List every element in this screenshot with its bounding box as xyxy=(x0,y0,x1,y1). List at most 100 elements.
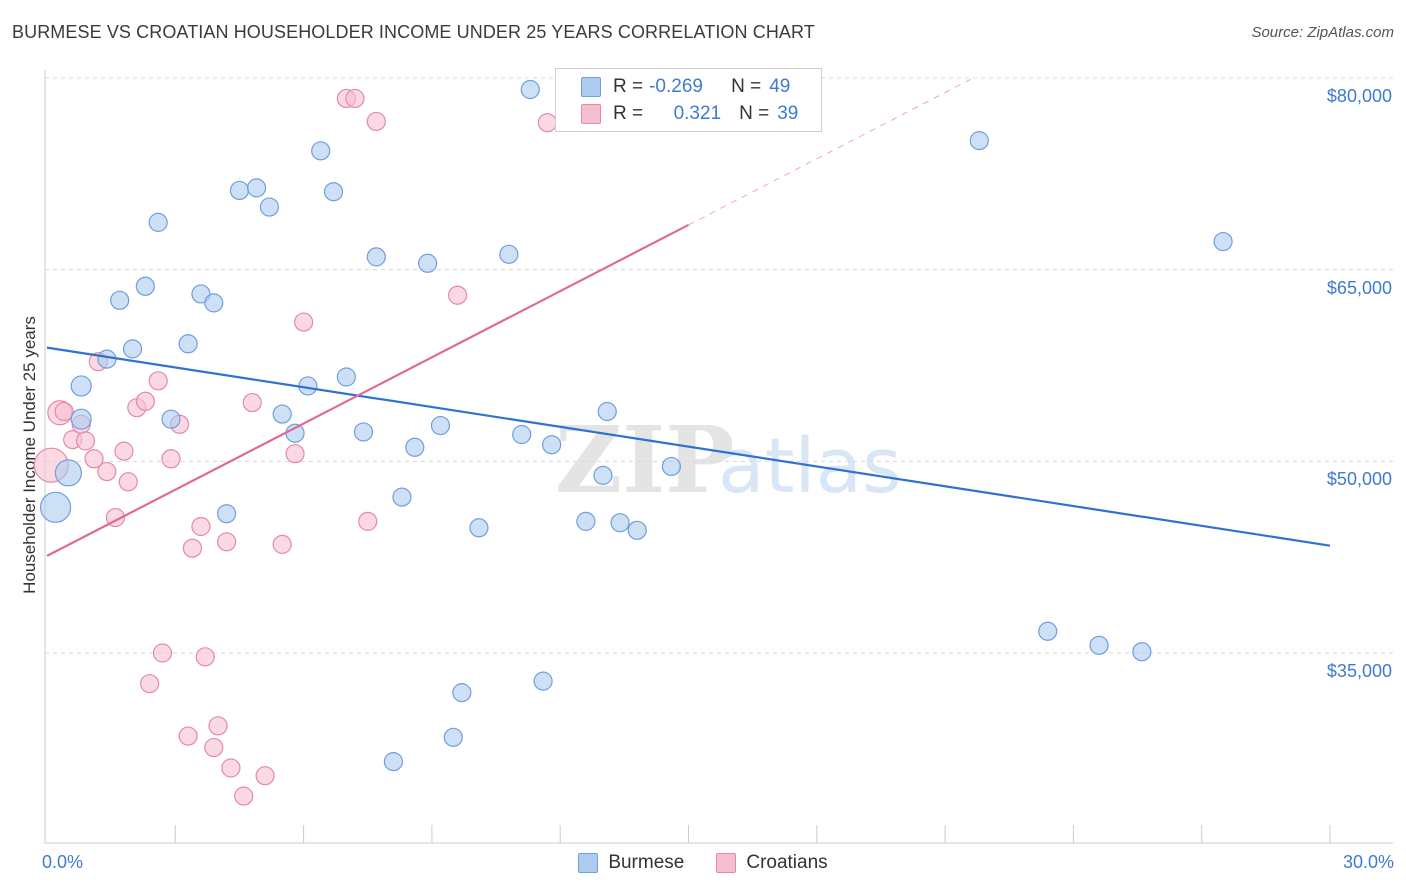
burmese-point xyxy=(70,375,92,397)
burmese-point xyxy=(469,518,489,538)
croatians-point xyxy=(114,441,134,461)
legend-croatians-r: 0.321 xyxy=(673,103,722,124)
croatians-point xyxy=(537,113,557,133)
series-name-burmese: Burmese xyxy=(608,852,685,873)
burmese-point xyxy=(178,334,198,354)
burmese-point xyxy=(392,487,412,507)
legend-row-burmese: R = -0.269 N = 49 xyxy=(581,75,790,99)
croatians-point xyxy=(97,461,117,482)
croatians-points xyxy=(33,88,557,806)
legend-row-croatians: R = 0.321 N = 39 xyxy=(581,102,798,126)
croatians-point xyxy=(118,472,138,492)
grid-lines xyxy=(45,77,1393,654)
legend-r-label: R = xyxy=(613,103,644,124)
croatians-point xyxy=(255,766,275,786)
croatians-point xyxy=(161,449,181,469)
burmese-point xyxy=(443,727,463,747)
burmese-point xyxy=(70,408,92,430)
stats-legend: R = -0.269 N = 49 R = 0.321 N = 39 xyxy=(555,68,822,132)
x-tick-max: 30.0% xyxy=(1342,852,1394,872)
burmese-point xyxy=(499,244,519,264)
y-tick-label: $65,000 xyxy=(1326,277,1392,298)
croatians-point xyxy=(178,726,198,746)
burmese-point xyxy=(405,437,425,457)
burmese-point xyxy=(627,520,647,540)
series-legend-burmese: Burmese xyxy=(578,852,684,874)
croatians-trend-line xyxy=(46,223,690,557)
y-tick-label: $50,000 xyxy=(1326,469,1392,490)
burmese-point xyxy=(1213,231,1233,252)
croatians-point xyxy=(345,88,365,109)
burmese-point xyxy=(39,491,72,523)
croatians-point xyxy=(358,511,378,531)
burmese-point xyxy=(204,293,224,313)
croatians-point xyxy=(285,444,305,464)
burmese-point xyxy=(576,511,596,531)
burmese-point xyxy=(597,401,617,422)
burmese-point xyxy=(512,424,532,445)
x-tick-min: 0.0% xyxy=(42,852,84,872)
croatians-point xyxy=(148,371,168,391)
croatians-point xyxy=(294,312,314,332)
burmese-point xyxy=(161,409,181,429)
croatians-point xyxy=(208,716,228,736)
croatians-point xyxy=(204,737,224,758)
series-name-croatians: Croatians xyxy=(746,852,828,873)
burmese-point xyxy=(135,276,155,296)
croatians-point xyxy=(221,758,241,778)
burmese-point xyxy=(430,415,451,436)
burmese-point xyxy=(353,422,374,442)
burmese-point xyxy=(533,671,553,691)
watermark-zip: ZIP xyxy=(555,406,734,514)
chart-source: Source: ZipAtlas.com xyxy=(1251,24,1394,41)
burmese-point xyxy=(259,197,279,217)
croatians-point xyxy=(217,532,237,552)
y-tick-label: $80,000 xyxy=(1326,86,1392,106)
burmese-points xyxy=(39,79,1233,772)
burmese-point xyxy=(122,339,143,359)
burmese-point xyxy=(229,180,250,201)
croatians-point xyxy=(447,285,468,305)
burmese-trend-line xyxy=(46,346,1331,547)
burmese-point xyxy=(246,178,267,198)
watermark: ZIP atlas xyxy=(555,406,902,514)
burmese-point xyxy=(148,212,168,232)
croatians-point xyxy=(152,643,173,663)
burmese-point xyxy=(1132,642,1152,662)
burmese-point xyxy=(520,79,540,100)
series-legend-croatians: Croatians xyxy=(716,852,828,874)
burmese-point xyxy=(452,683,472,703)
legend-croatians-n: 39 xyxy=(777,103,799,124)
croatians-point xyxy=(140,674,160,694)
burmese-point xyxy=(54,459,82,487)
croatians-point xyxy=(54,401,74,422)
chart-title: BURMESE VS CROATIAN HOUSEHOLDER INCOME U… xyxy=(12,22,815,42)
croatians-point xyxy=(75,431,96,451)
legend-swatch-burmese xyxy=(581,77,601,97)
legend-r-label: R = xyxy=(613,76,644,97)
burmese-point xyxy=(336,367,356,387)
trend-lines xyxy=(46,78,1331,557)
croatians-point xyxy=(182,538,203,558)
croatians-trend-extension xyxy=(688,78,971,226)
burmese-point xyxy=(969,131,989,151)
burmese-point xyxy=(272,404,292,424)
legend-n-label: N = xyxy=(731,76,762,97)
burmese-point xyxy=(383,752,404,772)
croatians-point xyxy=(366,111,386,132)
croatians-point xyxy=(272,534,292,554)
burmese-point xyxy=(542,435,562,455)
y-tick-label: $35,000 xyxy=(1326,661,1392,681)
croatians-point xyxy=(195,647,215,667)
series-swatch-croatians xyxy=(716,853,737,873)
burmese-point xyxy=(610,513,630,533)
burmese-point xyxy=(97,349,117,369)
legend-n-label: N = xyxy=(739,103,770,124)
series-swatch-burmese xyxy=(578,853,599,873)
burmese-point xyxy=(418,253,438,273)
series-legend: Burmese Croatians xyxy=(0,852,1406,874)
burmese-point xyxy=(110,290,130,310)
croatians-point xyxy=(191,516,211,537)
burmese-point xyxy=(217,504,237,524)
